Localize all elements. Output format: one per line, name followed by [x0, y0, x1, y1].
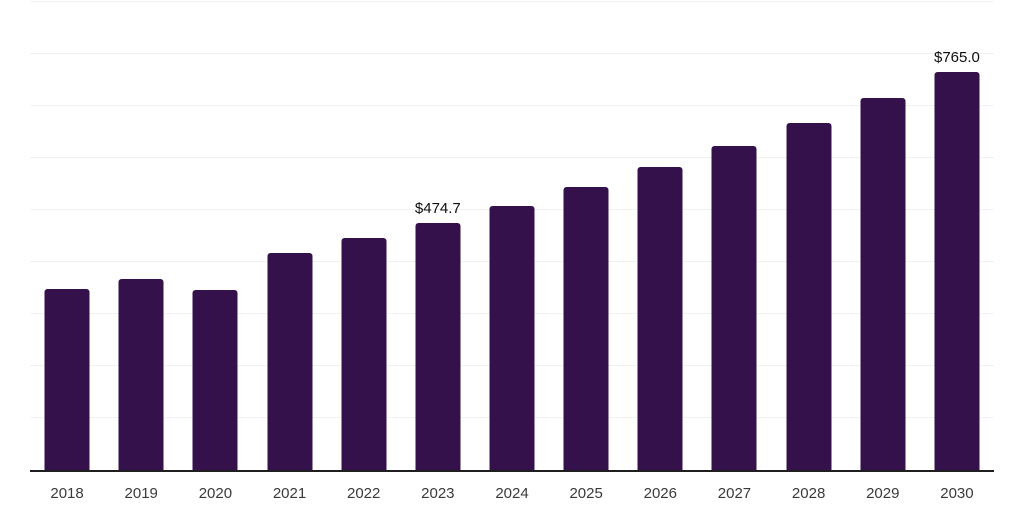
bar-2018: [44, 289, 90, 470]
bar-2022: [341, 237, 387, 470]
bar-2021: [267, 252, 313, 470]
x-tick-2024: 2024: [495, 485, 529, 502]
bar-2020: [192, 290, 238, 470]
x-tick-2020: 2020: [198, 485, 233, 502]
x-tick-2023: 2023: [421, 485, 455, 502]
bar-2028: [786, 122, 832, 470]
data-label-2030: $765.0: [933, 49, 980, 67]
x-axis-labels: 2018 2019 2020 2021 2022 2023 2024 2025 2026 2027…: [30, 484, 994, 504]
x-tick-2019: 2019: [124, 485, 158, 502]
x-tick-2021: 2021: [272, 485, 307, 502]
x-tick-2026: 2026: [643, 485, 677, 502]
bar-2019: [118, 279, 164, 470]
x-tick-2027: 2027: [717, 485, 752, 502]
plot-area: $474.7 $765.0: [30, 1, 994, 470]
data-label-2023: $474.7: [414, 200, 461, 218]
x-tick-2028: 2028: [791, 485, 826, 502]
bar-2030: [934, 72, 980, 470]
gridline-800: [30, 53, 994, 54]
x-tick-2018: 2018: [50, 485, 84, 502]
bar-2026: [637, 167, 683, 470]
gridline-600: [30, 157, 994, 159]
x-tick-2030: 2030: [940, 485, 974, 502]
bar-2024: [489, 205, 535, 470]
bar-2027: [711, 145, 757, 470]
gridline-700: [30, 105, 994, 106]
bar-2029: [860, 98, 906, 470]
x-axis-line: [30, 470, 994, 472]
gridline-900: [30, 1, 994, 2]
x-tick-2025: 2025: [569, 485, 603, 502]
bar-2025: [563, 187, 609, 470]
x-tick-2029: 2029: [866, 485, 900, 502]
x-tick-2022: 2022: [347, 485, 381, 502]
bar-2023: [415, 223, 461, 470]
